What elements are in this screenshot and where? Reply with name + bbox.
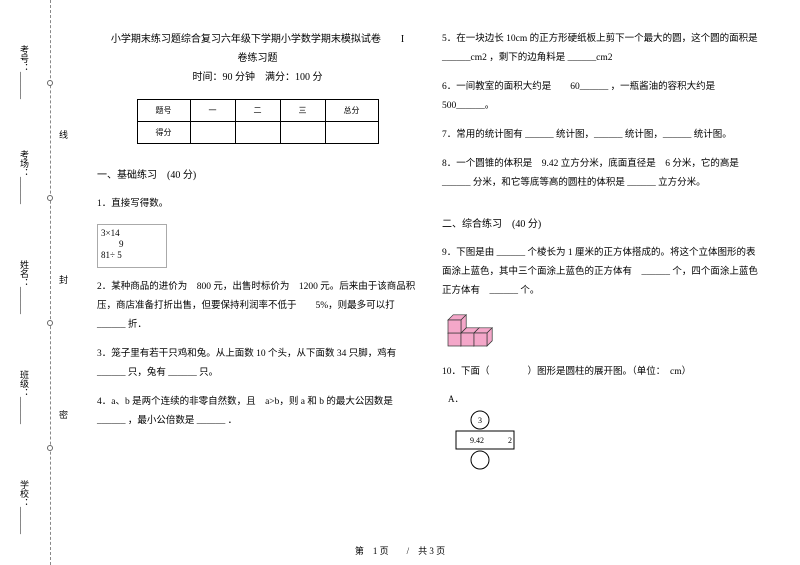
score-c2 [235,122,280,144]
q2: 2．某种商品的进价为 800 元，出售时标价为 1200 元。后来由于该商品积压… [97,278,418,335]
section-b-title: 二、综合练习 (40 分) [442,215,763,230]
binding-char: 密 [57,410,70,419]
net-figure: 3 9.42 2 [448,409,538,479]
score-h2: 二 [235,100,280,122]
binding-dot [47,80,53,86]
score-c1 [190,122,235,144]
q1-box-l2: 9 [101,239,163,250]
q3: 3．笼子里有若干只鸡和兔。从上面数 10 个头，从下面数 34 只脚，鸡有 __… [97,345,418,383]
net-mid2-text: 2 [508,436,512,445]
score-c3 [280,122,325,144]
title-line-1: 小学期末练习题综合复习六年级下学期小学数学期末模拟试卷 I [97,30,418,49]
net-top-text: 3 [478,416,482,425]
binding-label: 考场：______ [18,150,31,204]
binding-label: 考号：______ [18,45,31,99]
q1-box-l1: 3×14 [101,228,163,239]
binding-label: 姓名：______ [18,260,31,314]
score-h0: 题号 [137,100,190,122]
binding-dot [47,445,53,451]
binding-char: 封 [57,275,70,284]
score-table: 题号 一 二 三 总分 得分 [137,99,379,144]
q1-label: 1．直接写得数。 [97,195,418,214]
q10-label: 10．下面（ ）图形是圆柱的展开图。（单位： cm） [442,363,763,382]
score-c4 [325,122,378,144]
q1-box-l3: 81÷ 5 [101,250,163,261]
score-r0: 得分 [137,122,190,144]
title-line-2: 卷练习题 [97,49,418,68]
net-svg: 3 9.42 2 [448,409,538,479]
net-mid-text: 9.42 [470,436,484,445]
q4: 4．a、b 是两个连续的非零自然数，且 a>b，则 a 和 b 的最大公因数是 … [97,393,418,431]
q7: 7．常用的统计图有 ______ 统计图，______ 统计图，______ 统… [442,126,763,145]
score-h3: 三 [280,100,325,122]
page-footer: 第 1 页 / 共 3 页 [0,544,800,557]
binding-label: 班级：______ [18,370,31,424]
cube-figure [442,311,512,351]
left-column: 小学期末练习题综合复习六年级下学期小学数学期末模拟试卷 I 卷练习题 时间：90… [85,0,430,565]
title-line-3: 时间：90 分钟 满分：100 分 [97,68,418,87]
cube-svg [442,311,512,351]
binding-dot [47,195,53,201]
page-content: 小学期末练习题综合复习六年级下学期小学数学期末模拟试卷 I 卷练习题 时间：90… [85,0,790,565]
q10-optA: A． [448,392,763,405]
right-column: 5．在一块边长 10cm 的正方形硬纸板上剪下一个最大的圆，这个圆的面积是 __… [430,0,775,565]
score-h1: 一 [190,100,235,122]
q8: 8．一个圆锥的体积是 9.42 立方分米，底面直径是 6 分米，它的高是 ___… [442,155,763,193]
binding-label: 学校：______ [18,480,31,534]
binding-char: 线 [57,130,70,139]
binding-dot [47,320,53,326]
score-h4: 总分 [325,100,378,122]
binding-margin: 考号：______ 考场：______ 姓名：______ 班级：______ 学校：_… [0,0,75,565]
q6: 6．一间教室的面积大约是 60______ ，一瓶酱油的容积大约是500____… [442,78,763,116]
q9: 9．下图是由 ______ 个棱长为 1 厘米的正方体搭成的。将这个立体图形的表… [442,244,763,301]
q5: 5．在一块边长 10cm 的正方形硬纸板上剪下一个最大的圆，这个圆的面积是 __… [442,30,763,68]
section-a-title: 一、基础练习 (40 分) [97,166,418,181]
q1-box: 3×14 9 81÷ 5 [97,224,167,268]
